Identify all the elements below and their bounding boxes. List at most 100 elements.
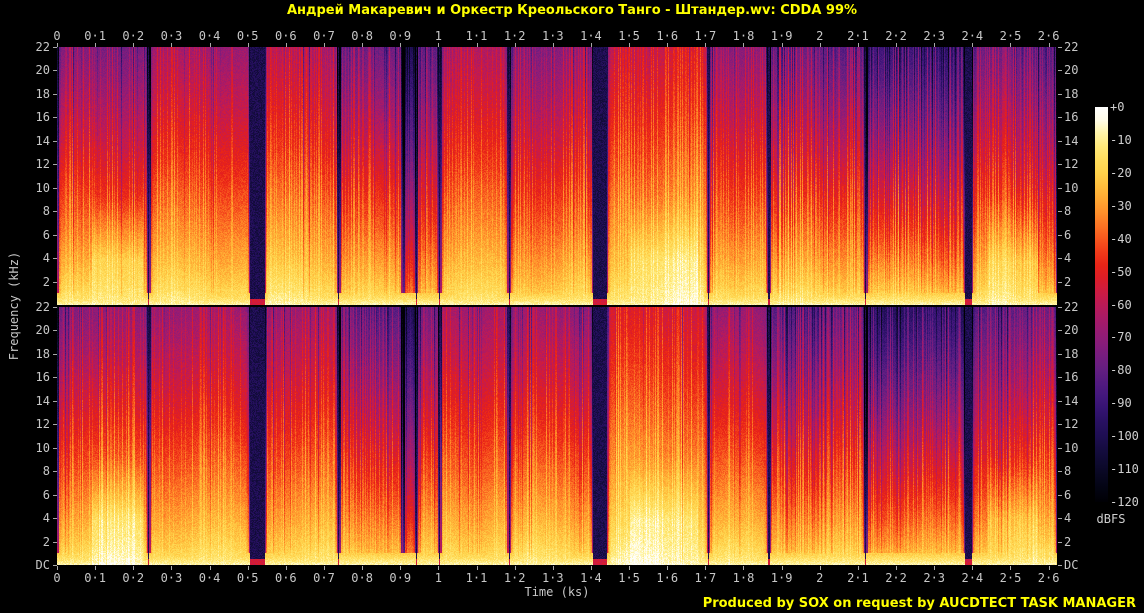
freq-tick-label: 18	[1064, 86, 1079, 101]
x-tick-mark	[857, 566, 859, 570]
x-tick-label: 1·9	[770, 29, 793, 43]
x-tick-mark	[972, 566, 974, 570]
colorbar-tick-label: -80	[1110, 363, 1132, 378]
x-tick-mark	[590, 43, 592, 47]
x-tick-mark	[57, 43, 58, 47]
freq-tick-mark	[1058, 330, 1062, 332]
x-tick-label: 1·5	[618, 29, 640, 43]
freq-tick-label: 18	[1064, 346, 1079, 361]
x-tick-label: 0·3	[160, 571, 183, 585]
freq-tick-label: 6	[1064, 487, 1072, 502]
x-tick-label: 2·6	[1037, 571, 1060, 585]
x-tick-label: 2·2	[885, 29, 907, 43]
x-tick-mark	[476, 566, 478, 570]
freq-tick-mark	[1058, 377, 1062, 379]
freq-tick-mark	[1058, 400, 1062, 402]
freq-tick-mark	[53, 70, 57, 72]
freq-tick-label: 12	[1064, 417, 1079, 432]
x-tick-mark	[362, 43, 364, 47]
freq-tick-mark	[53, 258, 57, 260]
freq-tick-mark	[53, 187, 57, 189]
freq-tick-mark	[53, 330, 57, 332]
x-tick-label: 1	[434, 571, 442, 585]
colorbar-tick-label: -50	[1110, 264, 1132, 279]
x-tick-mark	[514, 566, 516, 570]
x-tick-label: 2·1	[847, 29, 869, 43]
freq-tick-mark	[53, 47, 57, 48]
freq-tick-label: 20	[35, 63, 50, 78]
x-tick-mark	[171, 43, 173, 47]
freq-tick-label: 6	[42, 487, 50, 502]
freq-tick-label: DC	[35, 558, 50, 572]
footer-credit: Produced by SOX on request by AUCDTECT T…	[702, 596, 1136, 611]
x-tick-mark	[590, 566, 592, 570]
x-tick-mark	[514, 43, 516, 47]
x-tick-label: 0·4	[198, 29, 221, 43]
x-tick-mark	[400, 43, 402, 47]
colorbar-tick-label: +0	[1110, 100, 1125, 114]
x-tick-label: 0·2	[122, 29, 145, 43]
x-tick-label: 0·5	[236, 29, 259, 43]
freq-tick-label: 10	[1064, 180, 1079, 195]
freq-tick-label: 6	[42, 227, 50, 242]
colorbar-tick-label: -90	[1110, 396, 1132, 411]
x-tick-label: 1	[434, 29, 442, 43]
x-tick-label: 1·5	[618, 571, 640, 585]
x-tick-label: 2·2	[885, 571, 907, 585]
x-tick-mark	[57, 566, 58, 570]
freq-tick-label: 14	[1064, 393, 1079, 408]
freq-tick-mark	[1058, 187, 1062, 189]
x-tick-label: 2·4	[961, 571, 984, 585]
freq-tick-mark	[1058, 70, 1062, 72]
x-tick-mark	[896, 43, 898, 47]
x-tick-mark	[133, 43, 135, 47]
x-tick-mark	[171, 566, 173, 570]
x-tick-mark	[896, 566, 898, 570]
x-tick-mark	[552, 43, 554, 47]
freq-tick-mark	[53, 211, 57, 213]
x-tick-label: 0·8	[351, 571, 373, 585]
freq-tick-mark	[53, 541, 57, 543]
freq-tick-label: 2	[42, 534, 50, 549]
x-tick-label: 0·3	[160, 29, 183, 43]
colorbar-tick-label: -40	[1110, 231, 1132, 246]
x-tick-label: 1·1	[465, 571, 488, 585]
x-tick-mark	[819, 43, 821, 47]
freq-tick-mark	[1058, 47, 1062, 48]
freq-tick-label: 6	[1064, 227, 1072, 242]
freq-tick-label: 22	[1064, 300, 1079, 314]
page-title: Андрей Макаревич и Оркестр Креольского Т…	[286, 3, 858, 18]
x-tick-label: 0·1	[84, 571, 106, 585]
freq-tick-mark	[1058, 541, 1062, 543]
x-tick-label: 1·2	[503, 571, 526, 585]
freq-tick-mark	[1058, 471, 1062, 473]
colorbar-tick-label: -60	[1110, 297, 1132, 312]
x-tick-label: 1·3	[541, 571, 564, 585]
x-tick-label: 1·7	[694, 571, 717, 585]
x-tick-label: 0·8	[351, 29, 373, 43]
freq-tick-label: 12	[35, 157, 50, 172]
x-tick-label: 1·3	[541, 29, 564, 43]
freq-tick-label: 8	[1064, 204, 1072, 219]
x-tick-label: 0·6	[274, 29, 297, 43]
freq-tick-mark	[1058, 211, 1062, 213]
freq-tick-mark	[53, 565, 57, 566]
freq-tick-label: 2	[1064, 274, 1072, 289]
x-tick-label: 2	[816, 29, 824, 43]
freq-tick-label: 2	[1064, 534, 1072, 549]
spectrogram-channel-1	[57, 47, 1057, 305]
x-tick-mark	[285, 566, 287, 570]
freq-tick-label: 14	[35, 393, 50, 408]
colorbar-tick-label: -10	[1110, 132, 1132, 147]
freq-tick-label: DC	[1064, 558, 1079, 572]
x-tick-label: 2·6	[1037, 29, 1060, 43]
freq-tick-label: 8	[1064, 464, 1072, 479]
x-tick-mark	[705, 566, 707, 570]
freq-tick-mark	[1058, 234, 1062, 236]
x-tick-label: 0·4	[198, 571, 221, 585]
freq-tick-label: 12	[1064, 157, 1079, 172]
freq-tick-mark	[53, 400, 57, 402]
x-tick-label: 1·4	[580, 29, 602, 43]
freq-tick-mark	[53, 353, 57, 355]
